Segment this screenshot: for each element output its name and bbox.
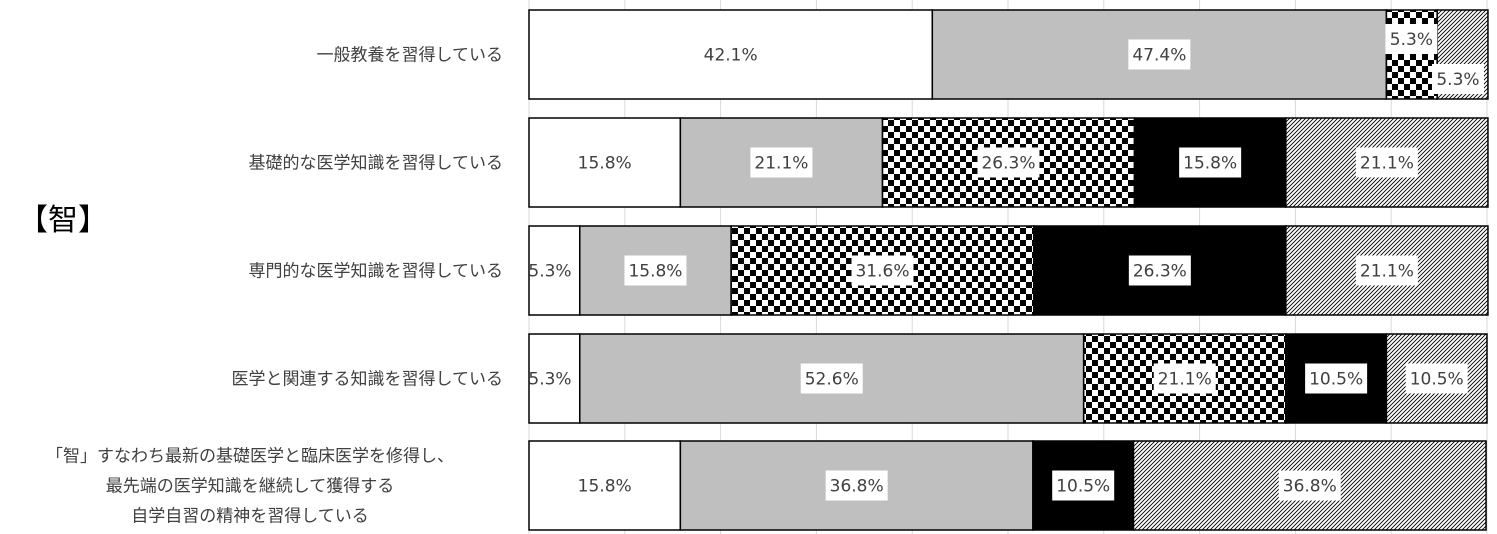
bar-segment	[881, 117, 1136, 208]
data-label-text: 47.4%	[1132, 46, 1186, 66]
data-label: 36.8%	[1278, 470, 1341, 501]
data-label-text: 26.3%	[1133, 262, 1187, 282]
data-label: 10.5%	[1052, 470, 1115, 501]
category-label: 「智」すなわち最新の基礎医学と臨床医学を修得し、	[46, 447, 454, 467]
data-label-text: 21.1%	[1158, 370, 1212, 390]
data-label-text: 15.8%	[578, 477, 632, 497]
data-label: 26.3%	[1128, 255, 1191, 286]
data-label: 15.8%	[1179, 147, 1242, 178]
category-label: 専門的な医学知識を習得している	[249, 262, 504, 282]
bar-segment	[528, 225, 581, 316]
data-label-text: 5.3%	[1390, 30, 1433, 50]
data-label: 26.3%	[977, 147, 1040, 178]
data-label: 10.5%	[1305, 363, 1368, 394]
data-label: 42.1%	[704, 46, 758, 66]
data-label-text: 15.8%	[578, 154, 632, 174]
data-label: 47.4%	[1128, 39, 1191, 70]
data-label-box	[1305, 363, 1368, 394]
category-label: 一般教養を習得している	[317, 46, 504, 66]
category-label: 最先端の医学知識を継続して獲得する	[106, 477, 395, 497]
data-label: 10.5%	[1405, 363, 1468, 394]
data-label-box	[1179, 147, 1242, 178]
category-label: 自学自習の精神を習得している	[131, 507, 369, 527]
bar-segment	[528, 117, 682, 208]
data-label-box	[750, 147, 813, 178]
category-labels: 一般教養を習得している基礎的な医学知識を習得している専門的な医学知識を習得してい…	[46, 46, 503, 527]
data-label-box	[1153, 363, 1216, 394]
data-label: 5.3%	[1385, 24, 1438, 54]
data-label-text: 31.6%	[855, 262, 909, 282]
data-label: 5.3%	[1431, 64, 1484, 94]
data-label-box	[1278, 470, 1341, 501]
data-label: 21.1%	[1355, 147, 1418, 178]
data-label-text: 10.5%	[1410, 370, 1464, 390]
data-label: 21.1%	[1355, 255, 1418, 286]
data-label-text: 36.8%	[830, 477, 884, 497]
bar-segment	[528, 333, 581, 424]
data-label: 21.1%	[1153, 363, 1216, 394]
data-label-box	[977, 147, 1040, 178]
data-label-text: 10.5%	[1309, 370, 1363, 390]
data-label-text: 15.8%	[628, 262, 682, 282]
data-label-text: 10.5%	[1056, 477, 1110, 497]
data-label-box	[800, 363, 863, 394]
data-label: 5.3%	[528, 370, 571, 390]
data-label-box	[1385, 24, 1438, 54]
data-label: 21.1%	[750, 147, 813, 178]
data-label-text: 26.3%	[981, 154, 1035, 174]
bar-segment	[528, 440, 682, 531]
data-label-text: 5.3%	[528, 370, 571, 390]
data-label-box	[624, 255, 687, 286]
data-label: 36.8%	[825, 470, 888, 501]
data-label-text: 21.1%	[1360, 154, 1414, 174]
data-label-box	[1355, 147, 1418, 178]
data-label: 52.6%	[800, 363, 863, 394]
data-labels: 42.1% 47.4%5.3%5.3%15.8% 21.1% 26.3% 15.8% 21…	[528, 24, 1484, 501]
data-label-text: 15.8%	[1183, 154, 1237, 174]
data-label-box	[1052, 470, 1115, 501]
data-label-box	[1431, 64, 1484, 94]
data-label: 15.8%	[578, 154, 632, 174]
data-label-box	[1128, 39, 1191, 70]
data-label: 15.8%	[624, 255, 687, 286]
data-label: 5.3%	[528, 262, 571, 282]
data-label-text: 5.3%	[528, 262, 571, 282]
data-label-text: 42.1%	[704, 46, 758, 66]
data-label-text: 36.8%	[1283, 477, 1337, 497]
data-label-text: 52.6%	[805, 370, 859, 390]
category-label: 医学と関連する知識を習得している	[232, 370, 504, 390]
data-label-box	[851, 255, 914, 286]
data-label-text: 21.1%	[1360, 262, 1414, 282]
data-label-text: 21.1%	[754, 154, 808, 174]
data-label-box	[825, 470, 888, 501]
data-label: 31.6%	[851, 255, 914, 286]
data-label-box	[1355, 255, 1418, 286]
section-label: 【智】	[18, 203, 108, 238]
category-label: 基礎的な医学知識を習得している	[249, 154, 504, 174]
bar-segment	[679, 117, 884, 208]
bar-segment	[528, 9, 934, 100]
bar-segment	[1132, 440, 1487, 531]
bar-segment	[1385, 9, 1438, 100]
data-label: 15.8%	[578, 477, 632, 497]
data-label-text: 5.3%	[1436, 70, 1479, 90]
data-label-box	[1128, 255, 1191, 286]
data-label-box	[1405, 363, 1468, 394]
